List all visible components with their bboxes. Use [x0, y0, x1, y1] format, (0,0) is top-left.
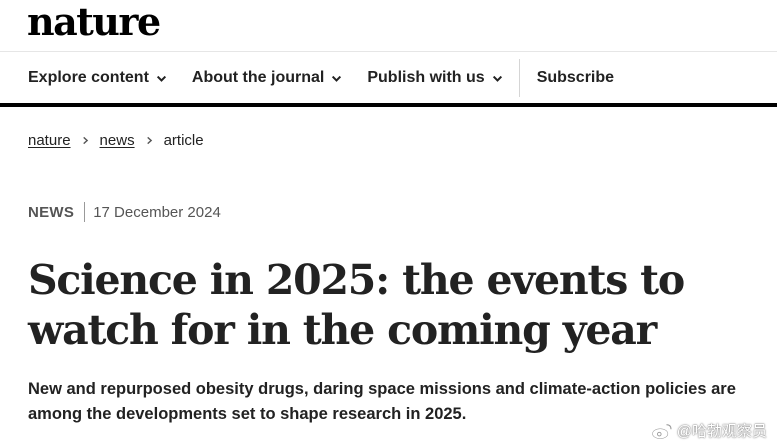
article-title: Science in 2025: the events to watch for…	[28, 256, 685, 354]
chevron-down-icon	[492, 75, 502, 82]
breadcrumb: nature news article	[28, 132, 204, 149]
meta-divider	[84, 202, 86, 222]
chevron-down-icon	[332, 75, 342, 82]
nav-item-label: About the journal	[191, 68, 325, 86]
article-standfirst: New and repurposed obesity drugs, daring…	[28, 380, 736, 423]
breadcrumb-link-news[interactable]: news	[99, 132, 135, 149]
subscribe-link[interactable]: Subscribe	[537, 69, 614, 87]
watermark-text: @哈勃观察员	[676, 423, 767, 440]
nature-logo[interactable]: nature	[27, 0, 161, 44]
masthead: nature	[0, 0, 777, 52]
subscribe-label: Subscribe	[536, 68, 615, 86]
breadcrumb-current: article	[163, 132, 204, 149]
breadcrumb-link-nature[interactable]: nature	[28, 132, 71, 149]
nav-about-the-journal[interactable]: About the journal	[192, 69, 342, 87]
nav-item-label: Publish with us	[367, 68, 485, 86]
watermark: @哈勃观察员	[651, 420, 767, 441]
article-type-label: NEWS	[28, 203, 75, 221]
article-date: 17 December 2024	[93, 203, 221, 221]
weibo-icon	[651, 423, 672, 439]
article-meta: NEWS 17 December 2024	[28, 202, 221, 222]
nav-publish-with-us[interactable]: Publish with us	[367, 69, 502, 87]
chevron-down-icon	[156, 75, 166, 82]
chevron-right-icon	[82, 136, 88, 145]
nav-item-label: Explore content	[28, 68, 149, 86]
main-nav: Explore content About the journal Publis…	[0, 52, 777, 107]
chevron-right-icon	[146, 136, 152, 145]
nav-divider	[518, 58, 520, 97]
nav-explore-content[interactable]: Explore content	[28, 69, 167, 87]
